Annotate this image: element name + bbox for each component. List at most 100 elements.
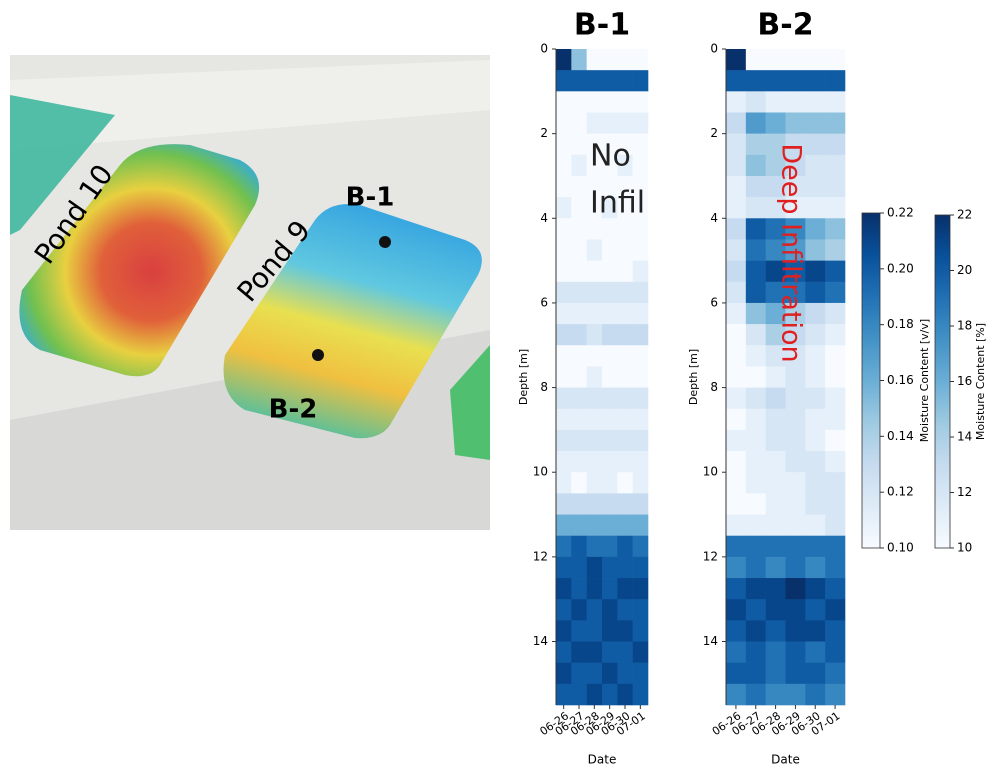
- heatmap-cell: [805, 49, 826, 71]
- heatmap-cell: [602, 239, 618, 261]
- heatmap-cell: [825, 451, 846, 473]
- heatmap-cell: [632, 345, 649, 367]
- heatmap-cell: [571, 302, 587, 325]
- heatmap-cell: [726, 429, 747, 452]
- heatmap-cell: [617, 218, 633, 240]
- heatmap-cell: [632, 556, 649, 579]
- heatmap-cell: [726, 641, 747, 663]
- heatmap-cell: [765, 620, 786, 642]
- heatmap-cell: [632, 112, 649, 134]
- heatmap-cell: [556, 239, 572, 261]
- heatmap-cell: [571, 578, 587, 600]
- x-axis-label: Date: [771, 753, 800, 767]
- heatmap-cell: [586, 133, 603, 156]
- heatmap-cell: [617, 302, 633, 325]
- heatmap-cell: [825, 281, 846, 304]
- heatmap-cell: [726, 345, 747, 367]
- heatmap-cell: [726, 514, 747, 537]
- heatmap-cell: [825, 366, 846, 388]
- heatmap-cell: [805, 451, 826, 473]
- heatmap-cell: [765, 408, 786, 431]
- heatmap-cell: [825, 49, 846, 71]
- heatmap-cell: [765, 578, 786, 600]
- heatmap-cell: [586, 91, 603, 113]
- heatmap-cell: [556, 514, 572, 537]
- heatmap-cell: [556, 641, 572, 663]
- heatmap-cell: [617, 641, 633, 663]
- heatmap-cell: [632, 578, 649, 600]
- heatmap-cell: [745, 239, 766, 261]
- heatmap-cell: [602, 260, 618, 283]
- heatmap-cell: [805, 578, 826, 600]
- heatmap-cell: [602, 429, 618, 452]
- heatmap-cell: [586, 556, 603, 579]
- heatmap-cell: [556, 493, 572, 515]
- heatmap-cell: [586, 260, 603, 283]
- heatmap-cell: [765, 239, 786, 261]
- heatmap-cell: [571, 260, 587, 283]
- heatmap-cell: [825, 175, 846, 198]
- heatmap-cell: [602, 472, 618, 494]
- heatmap-cell: [556, 599, 572, 621]
- heatmap-cell: [617, 175, 633, 198]
- heatmap-cell: [556, 175, 572, 198]
- heatmap-cell: [586, 620, 603, 642]
- heatmap-cell: [726, 260, 747, 283]
- heatmap-cell: [825, 387, 846, 410]
- y-tick-label: 12: [703, 549, 718, 563]
- y-tick-label: 12: [533, 549, 548, 563]
- heatmap-cell: [765, 514, 786, 537]
- heatmap-cell: [602, 451, 618, 473]
- heatmap-cell: [745, 387, 766, 410]
- heatmap-cell: [765, 218, 786, 240]
- heatmap-cell: [745, 175, 766, 198]
- heatmap-cell: [556, 112, 572, 134]
- heatmap-cell: [632, 472, 649, 494]
- heatmap-cell: [617, 599, 633, 621]
- heatmap-cell: [745, 493, 766, 515]
- borehole-label: B-2: [269, 395, 318, 425]
- heatmap-cell: [785, 345, 806, 367]
- heatmap-cell: [602, 620, 618, 642]
- heatmap-cell: [745, 662, 766, 685]
- heatmap-cell: [765, 451, 786, 473]
- heatmap-cell: [602, 281, 618, 304]
- heatmap-cell: [556, 91, 572, 113]
- heatmap-cell: [805, 70, 826, 92]
- heatmap-cell: [602, 535, 618, 558]
- heatmap-cell: [765, 91, 786, 113]
- heatmap-cell: [632, 408, 649, 431]
- heatmap-cell: [805, 514, 826, 537]
- heatmap-cell: [785, 133, 806, 156]
- heatmap-cell: [571, 408, 587, 431]
- heatmap-cell: [785, 218, 806, 240]
- heatmap-cell: [586, 345, 603, 367]
- heatmap-cell: [825, 154, 846, 177]
- heatmap-cell: [825, 514, 846, 537]
- heatmap-cell: [745, 324, 766, 346]
- heatmap-cell: [825, 599, 846, 621]
- heatmap-cell: [805, 387, 826, 410]
- heatmap-cell: [556, 49, 572, 71]
- heatmap-cell: [556, 472, 572, 494]
- heatmap-cell: [785, 112, 806, 134]
- heatmap-cell: [765, 197, 786, 219]
- heatmap-cell: [765, 345, 786, 367]
- heatmap-cell: [745, 514, 766, 537]
- heatmap-cell: [726, 239, 747, 261]
- colorbar-label: Moisture Content [v/v]: [918, 319, 931, 442]
- y-axis-label: Depth [m]: [517, 349, 530, 405]
- heatmap-cell: [785, 49, 806, 71]
- heatmap-cell: [785, 175, 806, 198]
- heatmap-cell: [586, 493, 603, 515]
- heatmap-cell: [805, 556, 826, 579]
- heatmap-cell: [617, 70, 633, 92]
- heatmap-cell: [765, 662, 786, 685]
- heatmap-cell: [765, 493, 786, 515]
- heatmap-cell: [632, 324, 649, 346]
- heatmap-cell: [825, 641, 846, 663]
- heatmap-cell: [571, 662, 587, 685]
- heatmap-cell: [825, 239, 846, 261]
- heatmap-cell: [726, 302, 747, 325]
